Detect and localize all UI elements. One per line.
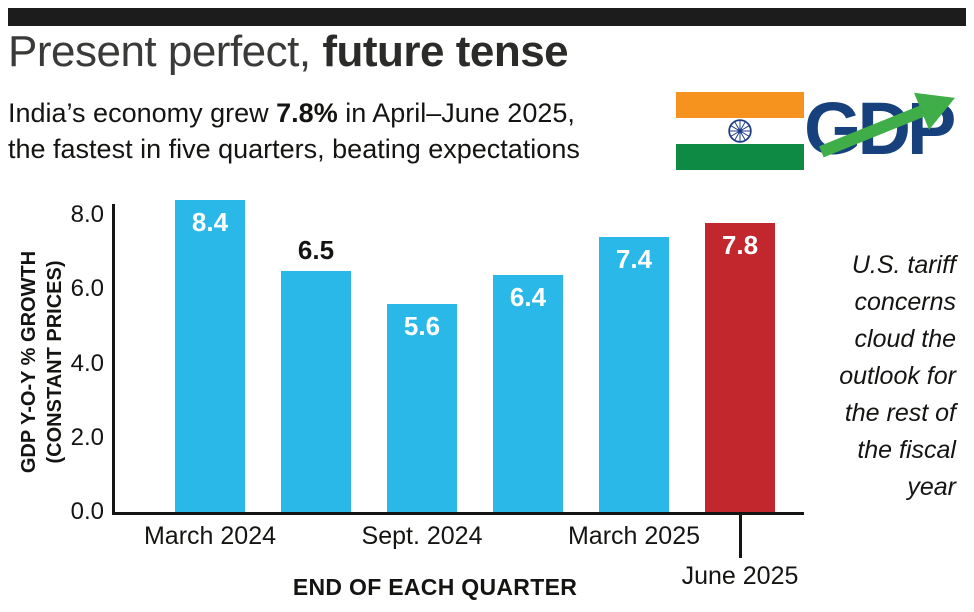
title-bold: future tense xyxy=(322,27,569,76)
x-axis-line xyxy=(112,512,804,515)
bar-value-label: 7.8 xyxy=(721,230,759,260)
bar-value-label: 7.4 xyxy=(615,244,653,274)
bar-1: 6.5 xyxy=(281,235,351,512)
y-axis-title-line2: (CONSTANT PRICES) xyxy=(44,260,66,464)
gdp-logo-text: GDP xyxy=(804,87,956,170)
page-title: Present perfect, future tense xyxy=(8,27,569,77)
x-tick-label: March 2024 xyxy=(143,522,277,550)
bar-3: 6.4 xyxy=(493,275,563,512)
y-axis-title: GDP Y-O-Y % GROWTH (CONSTANT PRICES) xyxy=(16,202,68,522)
bar-5: 7.8 xyxy=(705,223,775,512)
bar-value-label: 6.4 xyxy=(509,282,547,312)
subtitle-growth-figure: 7.8% xyxy=(276,98,338,128)
x-tick-label: March 2025 xyxy=(567,522,701,550)
subtitle-line1-pre: India’s economy grew xyxy=(8,98,277,128)
bar-0: 8.4 xyxy=(175,200,245,512)
y-axis-line xyxy=(112,204,115,515)
bar-4: 7.4 xyxy=(599,237,669,512)
subtitle-line1: India’s economy grew 7.8% in April–June … xyxy=(8,96,580,132)
top-accent-bar xyxy=(8,8,966,26)
annotation-note: U.S. tariff concerns cloud the outlook f… xyxy=(839,251,956,501)
plot-area: 8.4 6.5 5.6 6.4 7.4 7.8 xyxy=(120,172,820,512)
bar-2: 5.6 xyxy=(387,304,457,512)
flag-stripe-saffron xyxy=(676,92,804,118)
x-axis-title: END OF EACH QUARTER xyxy=(292,574,578,600)
bar-value-label: 6.5 xyxy=(297,235,335,265)
y-axis-title-line1: GDP Y-O-Y % GROWTH xyxy=(18,250,40,474)
x-tick-label: Sept. 2024 xyxy=(361,522,483,550)
subtitle-line2: the fastest in five quarters, beating ex… xyxy=(8,133,580,164)
x-tick-mark xyxy=(739,514,742,558)
india-flag xyxy=(676,92,804,170)
gdp-logo: GDP xyxy=(804,84,974,179)
ashoka-chakra-icon xyxy=(728,119,752,143)
flag-stripe-white xyxy=(676,118,804,144)
title-regular: Present perfect, xyxy=(8,27,323,76)
flag-stripe-green xyxy=(676,144,804,170)
subtitle-line1-post: in April–June 2025, xyxy=(337,98,575,128)
subtitle: India’s economy grew 7.8% in April–June … xyxy=(8,96,580,167)
bar-value-label: 5.6 xyxy=(403,311,441,341)
bar-value-label: 8.4 xyxy=(191,207,229,237)
